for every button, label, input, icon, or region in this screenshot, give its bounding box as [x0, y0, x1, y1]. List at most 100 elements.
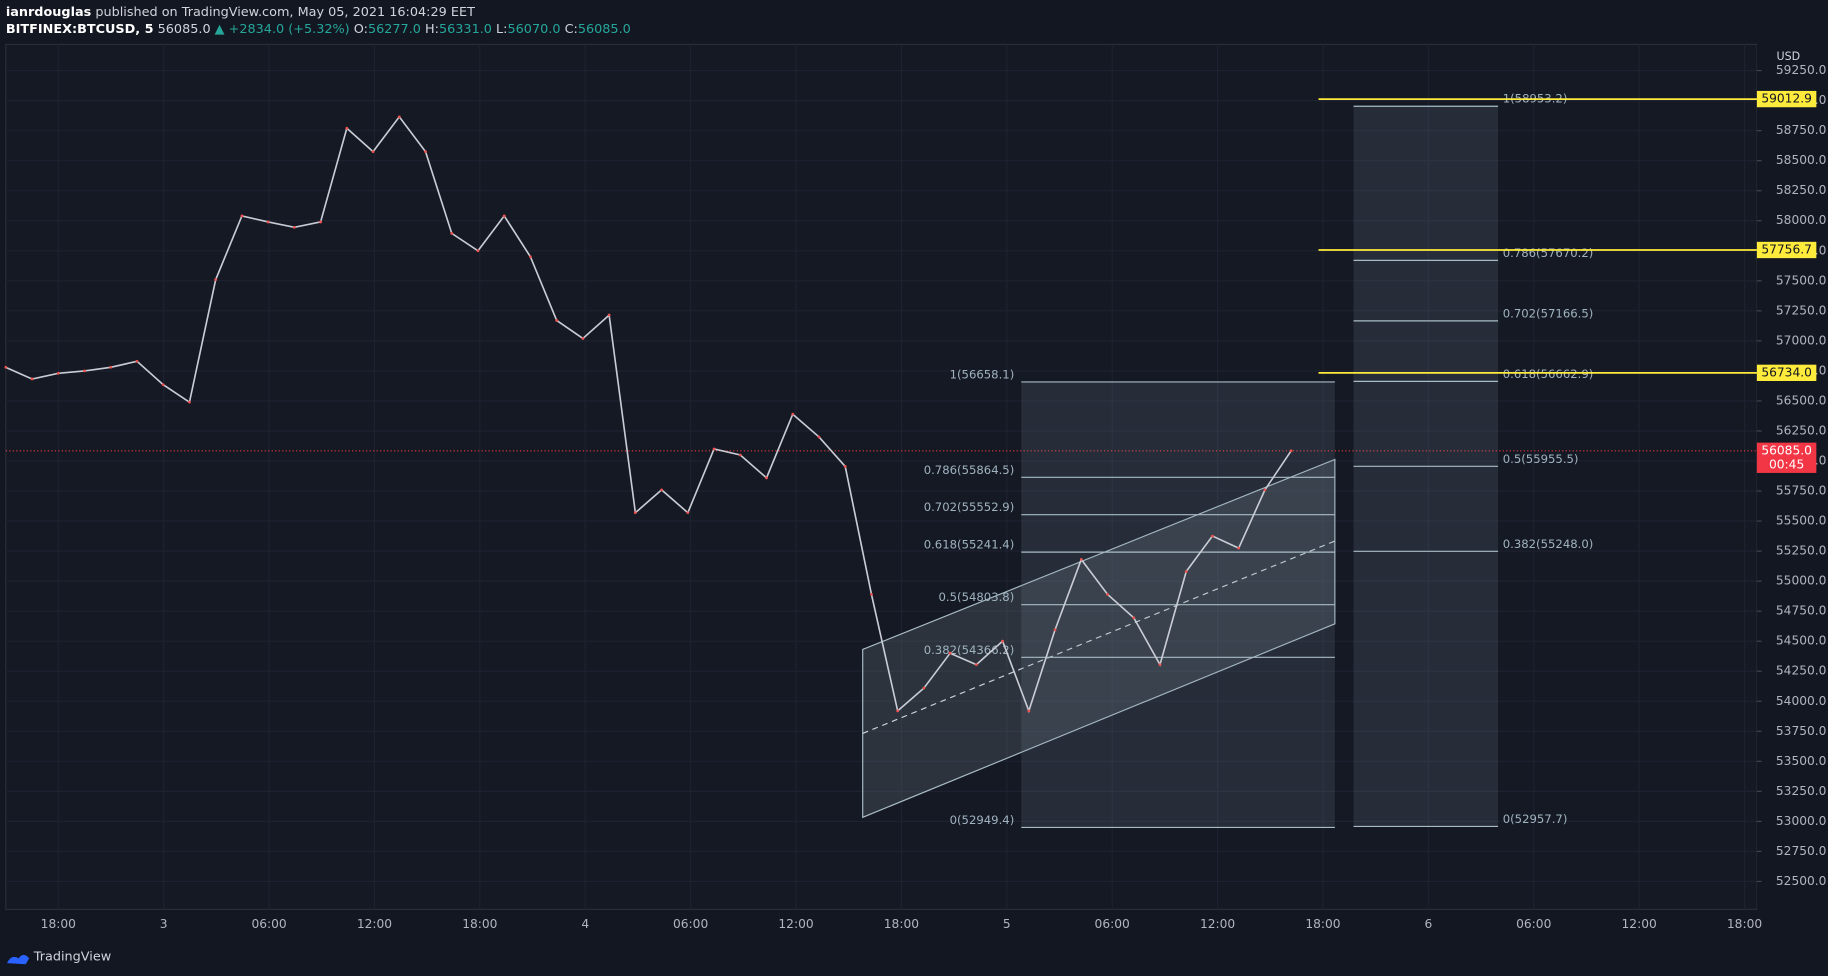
fib-label: 0.618(55241.4)	[924, 538, 1015, 552]
y-tick-label: 53250.0	[1776, 784, 1827, 798]
y-tick-label: 53750.0	[1776, 724, 1827, 738]
price-point	[529, 255, 532, 259]
price-point	[738, 453, 742, 457]
o-label: O:	[354, 22, 368, 37]
c-value: 56085.0	[578, 22, 631, 37]
price-point	[1027, 709, 1031, 713]
x-tick-label: 18:00	[1305, 917, 1340, 931]
y-tick-label: 53000.0	[1776, 814, 1827, 828]
price-point	[1079, 558, 1083, 561]
price-point	[791, 412, 795, 416]
price-point	[109, 365, 113, 369]
y-tick-label: 57500.0	[1776, 273, 1827, 287]
current-price-label: 56085.0	[1761, 443, 1812, 457]
price-point	[345, 126, 349, 130]
l-value: 56070.0	[508, 22, 561, 37]
x-tick-label: 06:00	[251, 917, 286, 931]
fib-label: 0.5(55955.5)	[1503, 452, 1579, 466]
price-point	[555, 319, 559, 322]
plot-area	[5, 43, 1758, 911]
x-tick-label: 06:00	[1516, 917, 1551, 931]
header-line: ianrdouglas published on TradingView.com…	[6, 4, 475, 19]
fib-label: 0(52949.4)	[950, 813, 1015, 827]
x-tick-label: 12:00	[1622, 917, 1657, 931]
y-tick-label: 57000.0	[1776, 333, 1827, 347]
price-tag-label: 57756.7	[1761, 242, 1812, 256]
y-tick-label: 53500.0	[1776, 754, 1827, 768]
x-tick-label: 18:00	[884, 917, 919, 931]
y-tick-label: 59250.0	[1776, 63, 1827, 77]
x-tick-label: 18:00	[1727, 917, 1762, 931]
price-point	[83, 369, 86, 373]
symbol: BITFINEX:BTCUSD, 5	[6, 22, 154, 37]
price-tag-label: 59012.9	[1761, 92, 1812, 106]
published: published on TradingView.com, May 05, 20…	[95, 4, 475, 19]
price-point	[686, 511, 690, 515]
y-tick-label: 52750.0	[1776, 844, 1827, 858]
y-tick-label: 58250.0	[1776, 183, 1827, 197]
price-point	[214, 278, 218, 282]
y-tick-label: 58750.0	[1776, 123, 1827, 137]
y-tick-label: 56500.0	[1776, 393, 1827, 407]
l-label: L:	[496, 22, 507, 37]
price-point	[1053, 628, 1057, 632]
channel-midline	[862, 540, 1336, 734]
price-point	[1158, 663, 1162, 667]
fib-label: 0.702(55552.9)	[924, 500, 1015, 514]
fib-label: 0.786(55864.5)	[924, 463, 1015, 477]
price-point	[1106, 592, 1109, 596]
countdown-label: 00:45	[1769, 457, 1804, 471]
last-price: 56085.0	[158, 22, 211, 37]
price-point	[188, 400, 191, 404]
price-point	[1237, 546, 1241, 550]
price-point	[843, 465, 847, 468]
price-point	[397, 115, 401, 119]
y-tick-label: 58000.0	[1776, 213, 1827, 227]
h-label: H:	[425, 22, 439, 37]
price-line	[5, 115, 1292, 714]
price-point	[424, 150, 427, 154]
author: ianrdouglas	[6, 4, 92, 19]
price-tag	[1756, 90, 1817, 108]
current-price-tag	[1756, 442, 1817, 473]
fib-label: 0.382(54366.2)	[924, 643, 1015, 657]
price-tag	[1756, 364, 1817, 381]
price-point	[266, 220, 270, 224]
price-point	[712, 447, 716, 451]
y-tick-label: 57250.0	[1776, 303, 1827, 317]
price-point	[1132, 616, 1136, 620]
price-point	[240, 214, 244, 218]
x-tick-label: 12:00	[778, 917, 813, 931]
fib-label: 0.5(54803.8)	[939, 590, 1015, 604]
brand[interactable]: TradingView	[33, 950, 111, 965]
price-point	[502, 214, 506, 218]
price-axis-bg	[1756, 44, 1828, 910]
price-axis: 52500.0 52750.0 53000.0 53250.0 53500.0 53750…	[1756, 44, 1828, 910]
price-point	[817, 435, 821, 439]
y-tick-label: 55250.0	[1776, 544, 1827, 558]
price-point	[450, 231, 454, 235]
price-tag	[1756, 241, 1817, 259]
y-tick-label: 58500.0	[1776, 153, 1827, 167]
price-point	[948, 651, 952, 655]
price-plot	[4, 115, 1293, 714]
x-tick-label: 6	[1424, 917, 1432, 931]
x-tick-label: 06:00	[673, 917, 708, 931]
x-tick-label: 06:00	[1095, 917, 1130, 931]
price-tag-label: 56734.0	[1761, 365, 1812, 379]
legend-line: BITFINEX:BTCUSD, 5 56085.0 ▲ +2834.0 (+5…	[6, 22, 631, 37]
price-point	[922, 686, 926, 690]
price-point	[1289, 449, 1293, 453]
x-tick-label: 3	[160, 917, 168, 931]
price-point	[56, 371, 60, 375]
price-point	[870, 592, 873, 596]
y-tick-label: 54250.0	[1776, 664, 1827, 678]
y-tick-label: 56250.0	[1776, 423, 1827, 437]
price-point	[607, 313, 611, 317]
y-tick-label: 54500.0	[1776, 634, 1827, 648]
price-point	[581, 337, 585, 340]
y-tick-label: 55750.0	[1776, 484, 1827, 498]
logo	[6, 954, 30, 965]
price-point	[660, 488, 663, 492]
